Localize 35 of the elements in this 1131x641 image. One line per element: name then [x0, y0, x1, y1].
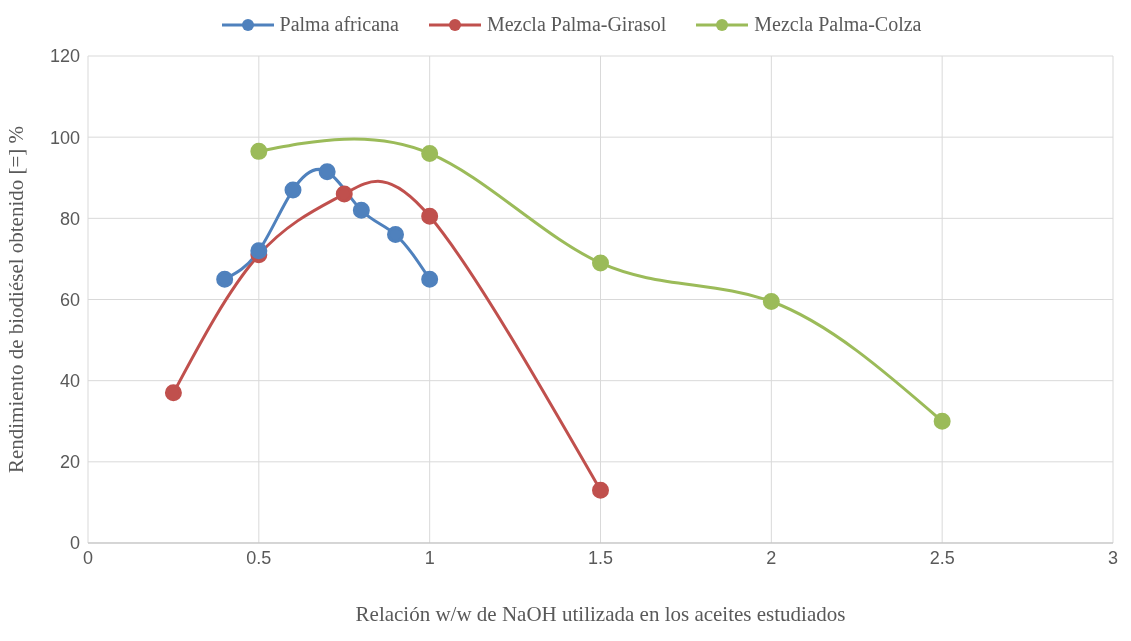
point — [762, 293, 780, 311]
y-tick-label: 100 — [49, 127, 80, 148]
y-tick-label: 0 — [69, 533, 80, 554]
point — [352, 201, 370, 219]
x-tick-label: 0.5 — [246, 547, 272, 568]
point — [250, 242, 268, 260]
x-tick-label: 1 — [424, 547, 435, 568]
x-tick-label: 2.5 — [929, 547, 955, 568]
x-tick-label: 1.5 — [587, 547, 614, 568]
point — [592, 481, 609, 499]
point — [318, 163, 336, 181]
y-axis-title: Rendimiento de biodiésel obtenido [=] % — [4, 125, 29, 474]
point — [335, 185, 353, 203]
y-tick-label: 80 — [59, 208, 80, 229]
x-tick-label: 0 — [82, 547, 94, 568]
point — [592, 254, 609, 272]
point — [933, 412, 951, 430]
x-tick-label: 2 — [766, 547, 777, 568]
point — [284, 181, 302, 199]
y-tick-label: 60 — [59, 289, 80, 310]
point — [421, 144, 439, 162]
x-axis-title: Relación w/w de NaOH utilizada en los aceites estudiados — [355, 602, 846, 626]
legend-label: Palma africana — [278, 13, 399, 36]
point — [387, 226, 404, 244]
point — [421, 207, 439, 225]
y-tick-label: 40 — [59, 371, 80, 392]
point — [216, 270, 234, 288]
legend-label: Mezcla Palma-Girasol — [485, 13, 667, 36]
point — [421, 270, 439, 288]
y-tick-label: 20 — [59, 452, 80, 473]
point — [250, 142, 268, 160]
y-tick-label: 120 — [49, 46, 80, 67]
legend-label: Mezcla Palma-Colza — [753, 13, 922, 36]
point — [164, 384, 182, 402]
x-tick-label: 3 — [1107, 547, 1119, 568]
